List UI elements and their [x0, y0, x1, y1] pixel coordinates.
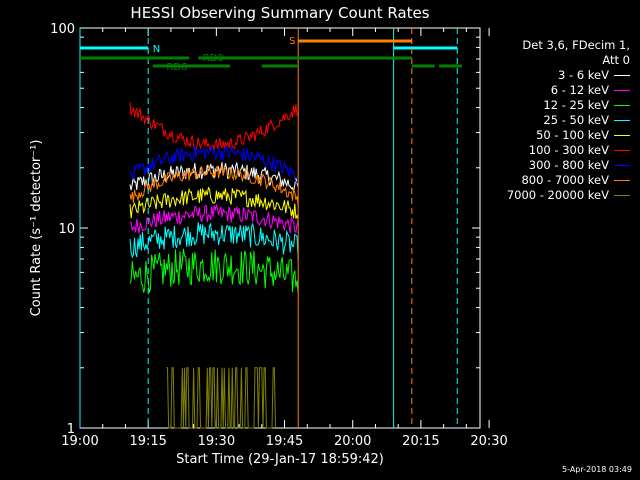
legend-label: 3 - 6 keV [558, 68, 609, 82]
series-line-3-6-keV [129, 162, 299, 192]
legend-header-line-2: Att 0 [602, 53, 630, 67]
series-line-25-50-keV [129, 222, 299, 260]
legend-item: 50 - 100 keV [500, 128, 630, 143]
legend-item: 100 - 300 keV [500, 143, 630, 158]
legend-label: 50 - 100 keV [536, 128, 609, 142]
chart-title: HESSI Observing Summary Count Rates [130, 4, 429, 22]
series-line-12-25-keV [129, 248, 299, 294]
x-tick-label: 20:00 [334, 434, 371, 449]
x-tick-label: 19:15 [129, 434, 166, 449]
y-axis-label: Count Rate (s⁻¹ detector⁻¹) [29, 140, 44, 317]
legend-label: 7000 - 20000 keV [506, 188, 609, 202]
x-axis-label: Start Time (29-Jan-17 18:59:42) [176, 452, 384, 467]
legend-label: 25 - 50 keV [543, 113, 609, 127]
render-timestamp: 5-Apr-2018 03:49 [562, 465, 632, 474]
series-line-800-7000-keV [129, 164, 299, 206]
legend-swatch [614, 105, 630, 106]
legend-item: 300 - 800 keV [500, 158, 630, 173]
legend-swatch [614, 90, 630, 91]
legend-label: 800 - 7000 keV [521, 173, 609, 187]
flag-label-RD6: RD6 [166, 62, 187, 73]
flag-label-S: S [289, 36, 295, 47]
x-tick-label: 19:30 [198, 434, 235, 449]
legend-label: 12 - 25 keV [543, 98, 609, 112]
legend-label: 6 - 12 keV [550, 83, 609, 97]
legend-item: 12 - 25 keV [500, 98, 630, 113]
legend-item: 6 - 12 keV [500, 83, 630, 98]
legend-item: 800 - 7000 keV [500, 173, 630, 188]
legend-item: 25 - 50 keV [500, 113, 630, 128]
legend-item: 7000 - 20000 keV [500, 188, 630, 203]
legend-swatch [614, 180, 630, 181]
series-line-300-800-keV [129, 144, 299, 184]
y-tick-label: 1 [67, 422, 75, 437]
series-line-100-300-keV [129, 102, 299, 152]
x-tick-label: 19:45 [266, 434, 303, 449]
legend-label: 300 - 800 keV [528, 158, 609, 172]
legend-swatch [614, 75, 630, 76]
x-tick-label: 20:30 [470, 434, 507, 449]
legend-swatch [614, 120, 630, 121]
legend-header-line-1: Det 3,6, FDecim 1, [522, 38, 630, 52]
legend: Det 3,6, FDecim 1, Att 0 3 - 6 keV 6 - 12… [500, 38, 630, 203]
legend-swatch [614, 150, 630, 151]
y-tick-label: 10 [58, 222, 75, 237]
legend-swatch [614, 165, 630, 166]
legend-item: 3 - 6 keV [500, 68, 630, 83]
x-tick-label: 19:00 [61, 434, 98, 449]
flag-label-RD0: RD0 [203, 53, 224, 64]
series-line-6-12-keV [129, 203, 299, 234]
y-tick-label: 100 [50, 22, 75, 37]
legend-swatch [614, 195, 630, 196]
legend-label: 100 - 300 keV [528, 143, 609, 157]
legend-swatch [614, 135, 630, 136]
flag-label-N: N [153, 44, 160, 55]
series-line-7000-20000-keV [166, 367, 276, 429]
series-line-50-100-keV [129, 186, 299, 220]
x-tick-label: 20:15 [402, 434, 439, 449]
